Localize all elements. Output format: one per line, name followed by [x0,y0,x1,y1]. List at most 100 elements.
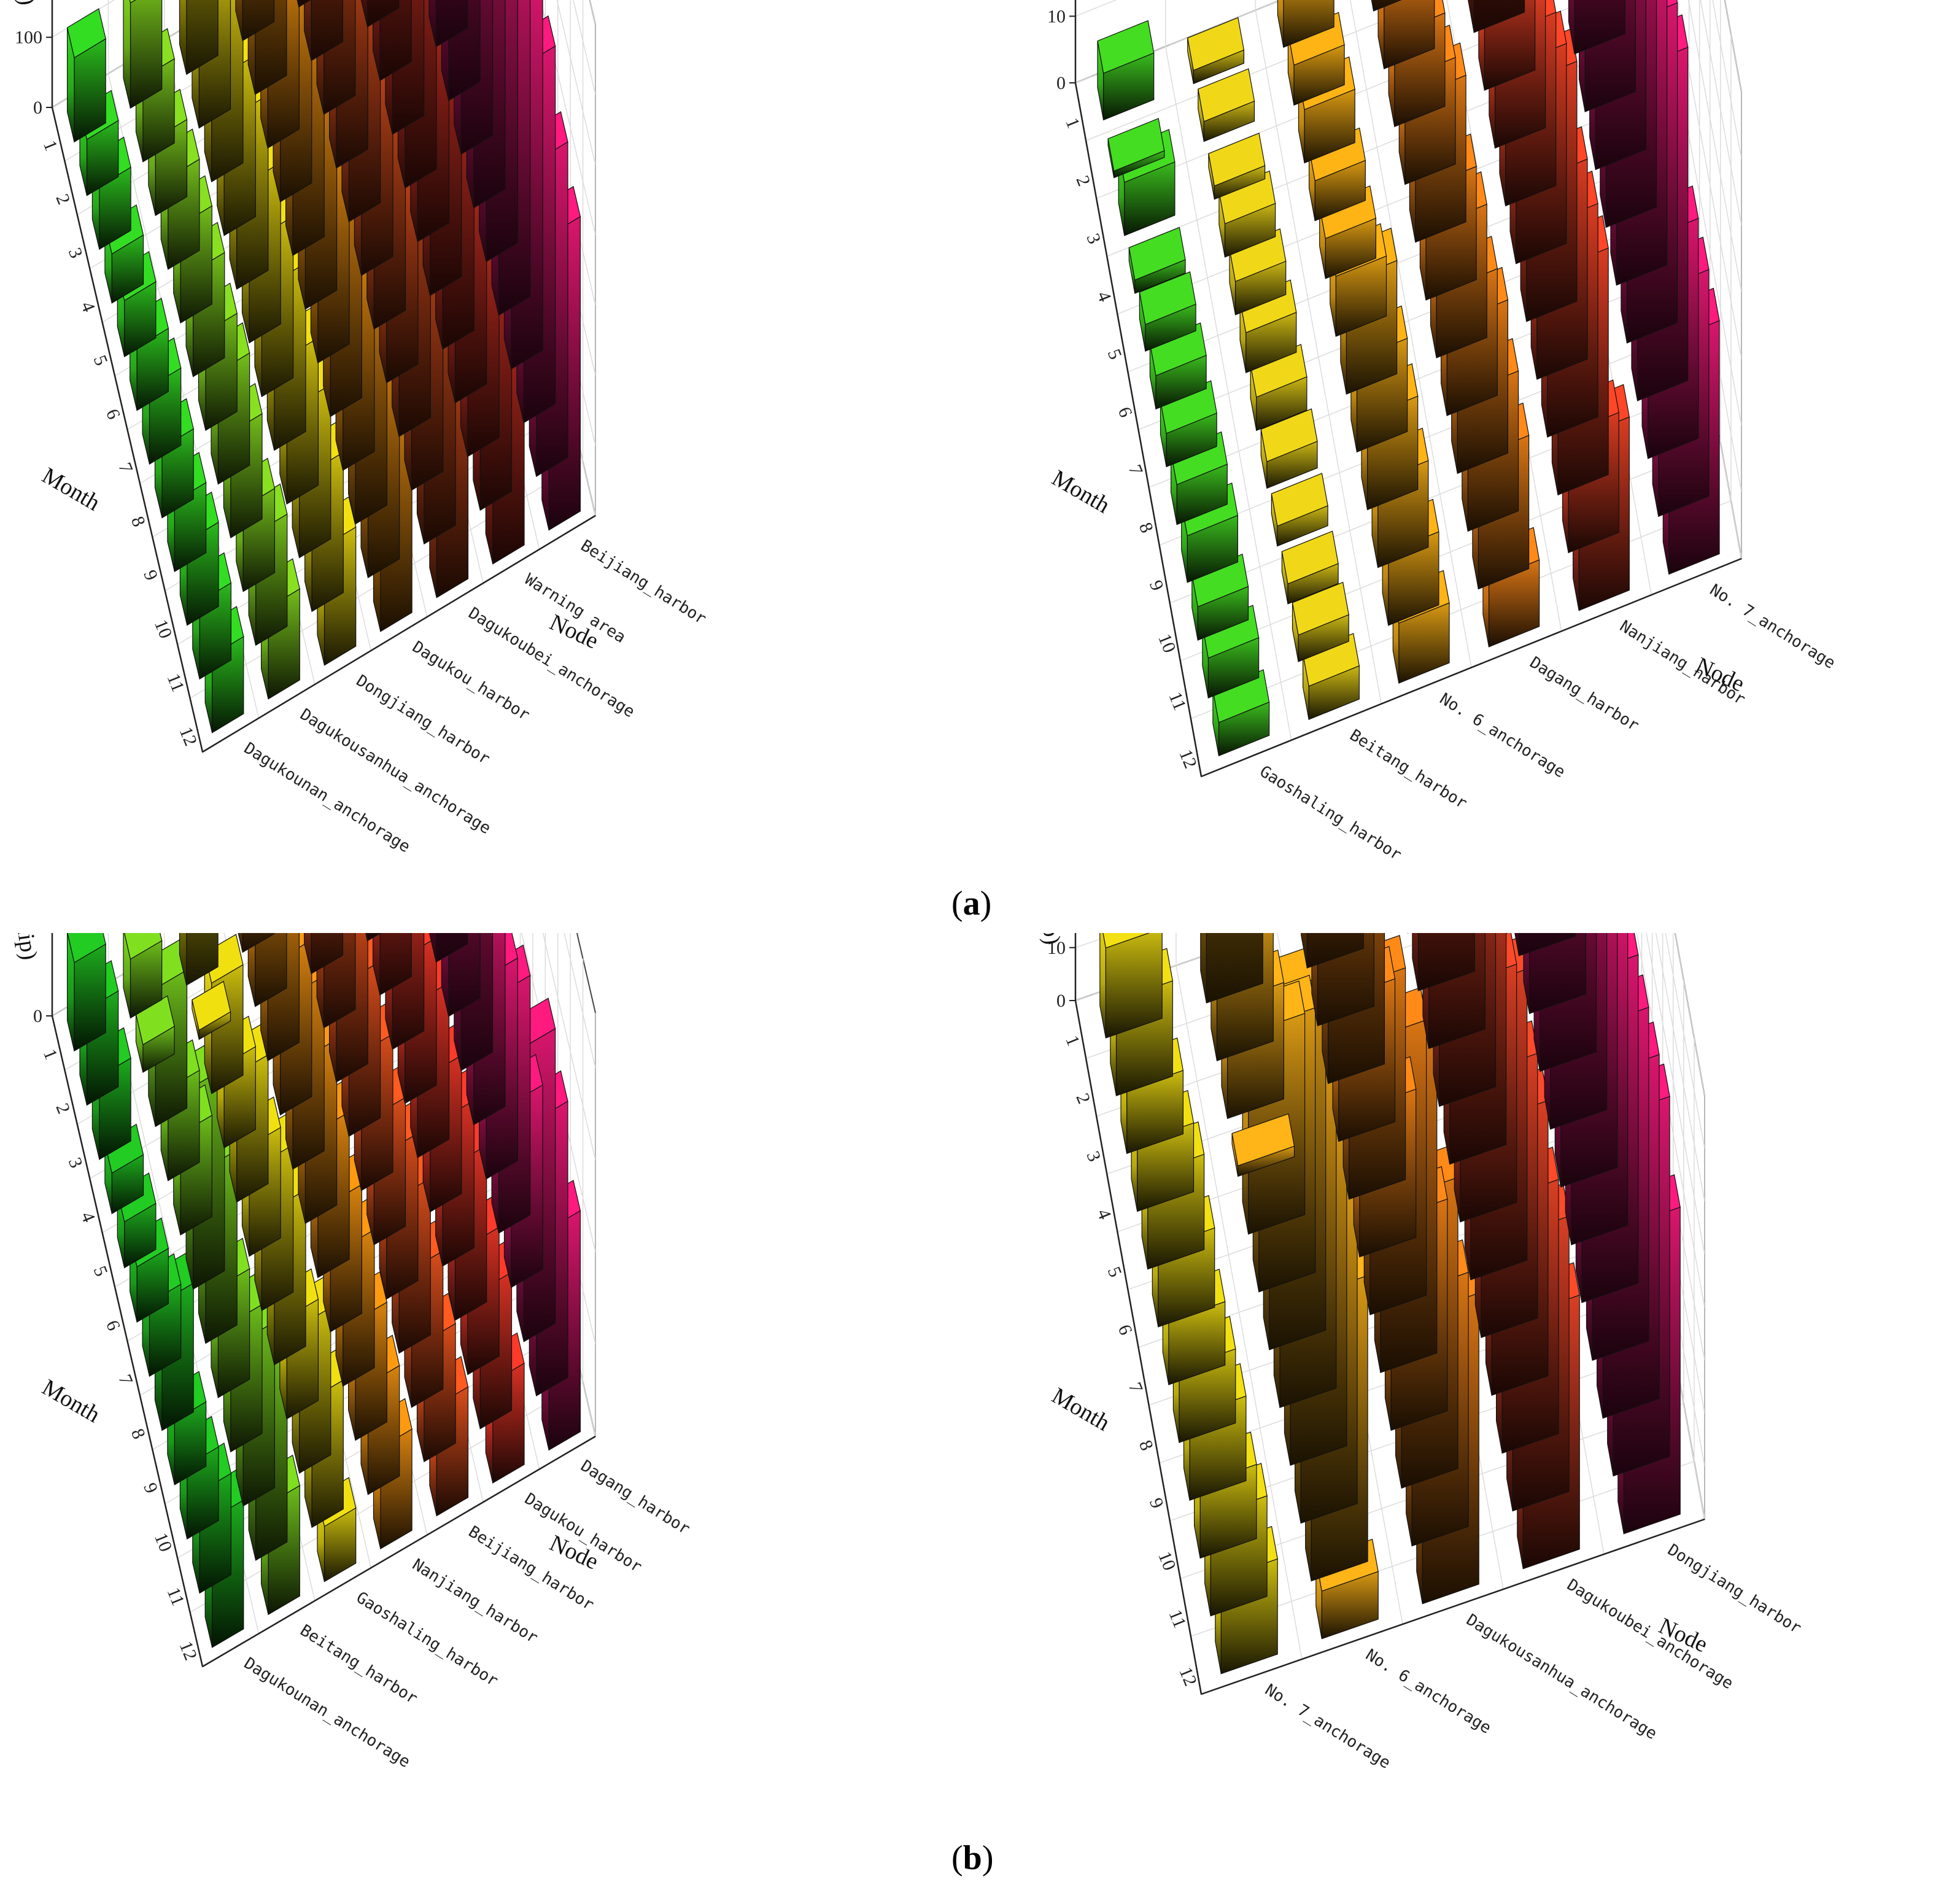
bar-face-side [365,933,368,941]
bar-face-side [1301,933,1308,969]
bar-Gaoshaling_harbor-m6 [1149,322,1207,410]
gridline-node-floor [1349,0,1472,668]
month-tick-label: 3 [64,1155,87,1171]
month-tick-label: 2 [52,1101,74,1117]
bar-Nanjiang_harbor-m2 [247,933,287,1007]
bar-face-top [1187,17,1245,71]
node-axis-line [202,514,596,753]
z-tick-label: 100 [15,28,42,48]
bar-face-front [379,0,412,82]
bar-face-side [1514,933,1520,956]
month-tick-label: 8 [1135,1438,1157,1454]
bar-Nanjiang_harbor-m2 [1468,0,1525,33]
bar-face-front [186,0,219,76]
z-axis-label: Number of ships (ships/month) [0,0,41,7]
month-tick-label: 9 [1145,1495,1168,1511]
bar-face-side [428,0,437,47]
month-tick-label: 6 [102,406,124,422]
node-tick-label: Beitang_harbor [1346,726,1470,813]
node-tick-label: No. 7_anchorage [1706,581,1838,673]
node-tick-label: Gaoshaling_harbor [1257,762,1405,864]
month-tick-label: 3 [1082,1148,1104,1164]
gridline-node-floor [1255,10,1382,704]
bar-face-side [1277,0,1284,48]
bar-face-side [1412,933,1419,991]
chart-panel-a-left: 0100200300400500600700Number of ships (s… [0,0,980,908]
bar-Dagang_harbor-m1 [1371,0,1402,12]
bar-Gaoshaling_harbor-m12 [1212,669,1270,757]
month-tick-label: 9 [1145,578,1168,594]
bar-face-front [1417,933,1475,991]
bar-face-top [1139,271,1196,325]
z-tick-label: 50 [24,933,42,934]
bar-Beitang_harbor-m3 [1208,133,1266,200]
bar-Gaoshaling_harbor-m5 [1139,271,1196,352]
bar-face-side [428,933,437,962]
month-tick-label: 3 [1082,231,1104,247]
node-tick-label: Dagang_harbor [1527,653,1642,735]
bar-Beitang_harbor-m7 [1250,344,1307,432]
node-tick-label: Dagukousanhua_anchorage [296,705,494,838]
month-axis-label: Month [37,463,104,516]
bar-face-side [304,0,312,61]
month-tick-label: 4 [1093,1206,1115,1222]
bar-face-front [366,933,382,942]
bar-No. 6_anchorage-m1 [1277,0,1334,48]
bar-Beitang_harbor-m9 [1271,473,1328,547]
month-axis-line [51,107,204,753]
bar-Beitang_harbor-m12 [1302,633,1360,720]
bar-Beitang_harbor-m5 [1229,228,1287,316]
month-axis-line [1074,82,1203,777]
node-axis-line [1201,557,1742,778]
caption-b: (b) [951,1839,994,1877]
bar-face-side [1371,0,1374,12]
bar-No. 6_anchorage-m4 [1231,1113,1295,1177]
bar-face-top [1097,20,1155,74]
bars [66,0,581,734]
bar-Gaoshaling_harbor-m10 [1191,553,1249,641]
chart-a-left-svg: 0100200300400500600700Number of ships (s… [0,0,710,856]
bar-face-side [1468,0,1474,33]
bars [1097,0,1720,757]
bar-face-side [1377,0,1385,69]
gridline-node-floor [1176,965,1303,1660]
bar-Beitang_harbor-m10 [1281,530,1339,605]
bar-Gaoshaling_harbor-m1 [1097,20,1155,121]
month-tick-label: 7 [114,460,136,476]
month-tick-label: 8 [1135,520,1157,536]
node-tick-label: No. 7_anchorage [1261,1681,1393,1773]
month-axis-label: Month [1047,1383,1114,1436]
month-tick-label: 5 [90,352,112,368]
bar-Dongjiang_harbor-m1 [179,0,219,76]
bar-Dagukoubei_anchorage-m2 [304,0,344,61]
bar-face-top [1107,118,1165,172]
z-tick-label: 0 [1056,991,1066,1011]
month-tick-label: 8 [127,514,149,530]
bar-face-side [360,0,368,27]
bar-Gaoshaling_harbor-m4 [1128,227,1186,294]
chart-panel-b-left: 050100150200Average staying time (hours/… [0,933,980,1841]
bar-Beitang_harbor-m11 [1292,581,1349,662]
bar-Gaoshaling_harbor-m1 [179,933,219,986]
z-axis-label: Average staying time (hours/ship) [0,933,42,961]
bar-Dagukou_harbor-m3 [372,933,412,996]
month-tick-label: 5 [90,1263,112,1279]
bar-face-front [1206,933,1263,1004]
month-axis-line [1074,1000,1203,1695]
bar-face-top [1260,408,1318,462]
month-tick-label: 6 [1114,1322,1136,1338]
chart-panel-a-right: 010203040506070Number of ships (ships/mo… [980,0,1960,908]
bar-face-front [255,933,287,1007]
month-tick-label: 4 [1093,288,1115,304]
bar-Dagukou_harbor-m1 [235,0,275,42]
caption-b-letter: b [963,1839,982,1877]
gridline-month-floor [52,0,232,108]
bar-face-front [130,0,163,109]
chart-a-right-svg: 010203040506070Number of ships (ships/mo… [1047,0,1838,864]
z-tick-label: 0 [33,1006,42,1026]
chart-b-left-svg: 050100150200Average staying time (hours/… [0,933,693,1772]
bar-Beitang_harbor-m4 [1218,170,1276,258]
caption-a: (a) [951,885,992,923]
month-tick-label: 3 [64,245,87,261]
month-tick-label: 2 [1072,173,1094,189]
